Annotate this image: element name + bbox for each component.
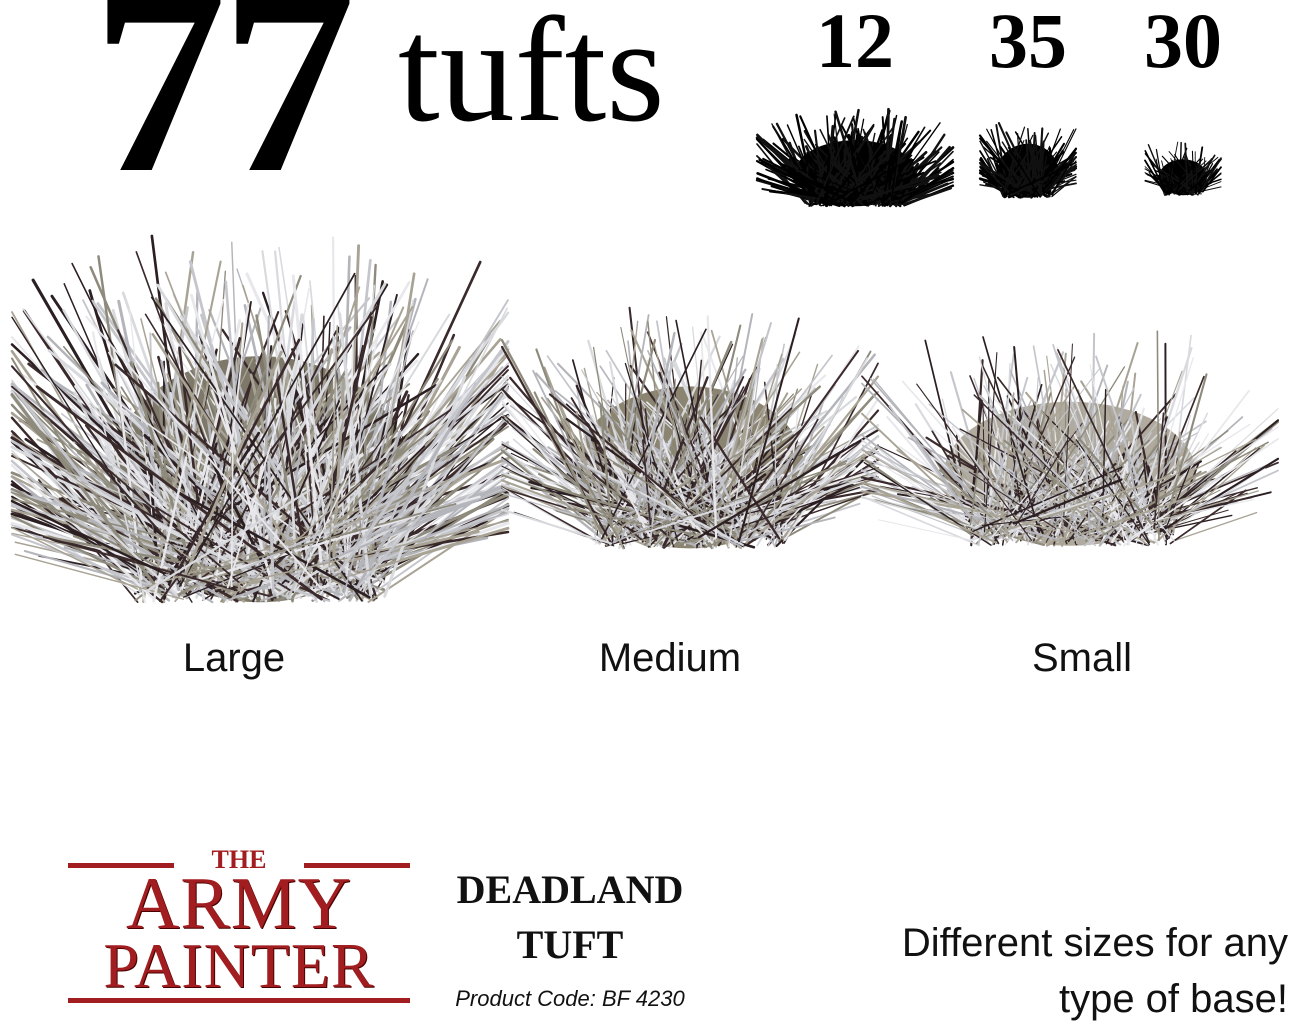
small-tuft-silhouette-icon — [1143, 140, 1223, 200]
product-name: DEADLAND TUFT — [420, 862, 720, 972]
large-tuft-silhouette-icon — [755, 105, 955, 215]
tagline-line2: type of base! — [902, 971, 1288, 1027]
logo-painter: PAINTER — [68, 937, 410, 995]
product-name-line2: TUFT — [420, 917, 720, 972]
logo-army: ARMY — [68, 873, 410, 935]
large-tuft-image — [10, 225, 510, 635]
tagline: Different sizes for any type of base! — [902, 915, 1288, 1027]
size-label-medium: Medium — [520, 636, 820, 681]
grass-blade — [1174, 513, 1257, 541]
tufts-word: tufts — [398, 0, 665, 140]
product-name-line1: DEADLAND — [420, 862, 720, 917]
army-painter-logo: THE ARMY PAINTER — [68, 855, 410, 1005]
product-code: Product Code: BF 4230 — [420, 986, 720, 1012]
small-tuft-image — [860, 325, 1280, 565]
medium-count: 35 — [948, 2, 1108, 80]
tuft-count-headline: 77 — [92, 0, 350, 200]
size-label-small: Small — [932, 636, 1232, 681]
medium-tuft-silhouette-icon — [978, 115, 1078, 205]
size-label-large: Large — [84, 636, 384, 681]
large-count: 12 — [775, 2, 935, 80]
medium-tuft-image — [500, 300, 880, 570]
tagline-line1: Different sizes for any — [902, 915, 1288, 971]
small-count: 30 — [1103, 2, 1263, 80]
